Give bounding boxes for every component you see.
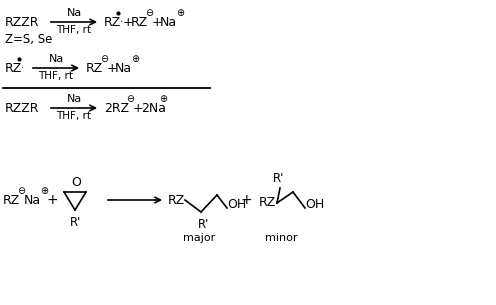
Text: OH: OH (305, 199, 324, 211)
Text: Na: Na (49, 54, 63, 64)
Text: THF, rt: THF, rt (57, 25, 91, 35)
Text: ⊕: ⊕ (176, 8, 184, 18)
Text: 2Na: 2Na (141, 102, 166, 114)
Text: RZ: RZ (259, 196, 276, 210)
Text: +: + (47, 193, 59, 207)
Text: Z=S, Se: Z=S, Se (5, 34, 53, 46)
Text: OH: OH (227, 199, 246, 211)
Text: Na: Na (66, 8, 82, 18)
Text: Na: Na (115, 62, 132, 74)
Text: Na: Na (66, 94, 82, 104)
Text: major: major (183, 233, 215, 243)
Text: RZ: RZ (131, 16, 148, 28)
Text: ⊕: ⊕ (40, 186, 48, 196)
Text: ⊖: ⊖ (17, 186, 25, 196)
Text: RZ: RZ (3, 193, 20, 206)
Text: ·: · (120, 17, 123, 27)
Text: 2RZ: 2RZ (104, 102, 129, 114)
Text: RZ: RZ (104, 16, 121, 28)
Text: RZ: RZ (168, 193, 185, 206)
Text: ⊕: ⊕ (159, 94, 167, 104)
Text: RZZR: RZZR (5, 16, 40, 28)
Text: THF, rt: THF, rt (39, 71, 73, 81)
Text: Na: Na (160, 16, 177, 28)
Text: minor: minor (265, 233, 297, 243)
Text: ⊖: ⊖ (100, 54, 108, 64)
Text: +: + (133, 102, 144, 114)
Text: RZ: RZ (5, 62, 22, 74)
Text: ⊕: ⊕ (131, 54, 139, 64)
Text: O: O (71, 177, 81, 189)
Text: +: + (123, 16, 133, 28)
Text: ·: · (21, 63, 24, 73)
Text: R': R' (273, 171, 284, 185)
Text: R': R' (198, 218, 209, 231)
Text: THF, rt: THF, rt (57, 111, 91, 121)
Text: RZZR: RZZR (5, 102, 40, 114)
Text: Na: Na (24, 193, 41, 206)
Text: +: + (152, 16, 163, 28)
Text: +: + (241, 193, 252, 207)
Text: +: + (107, 62, 118, 74)
Text: ⊖: ⊖ (126, 94, 134, 104)
Text: R': R' (70, 216, 81, 228)
Text: RZ: RZ (86, 62, 103, 74)
Text: ⊖: ⊖ (145, 8, 153, 18)
